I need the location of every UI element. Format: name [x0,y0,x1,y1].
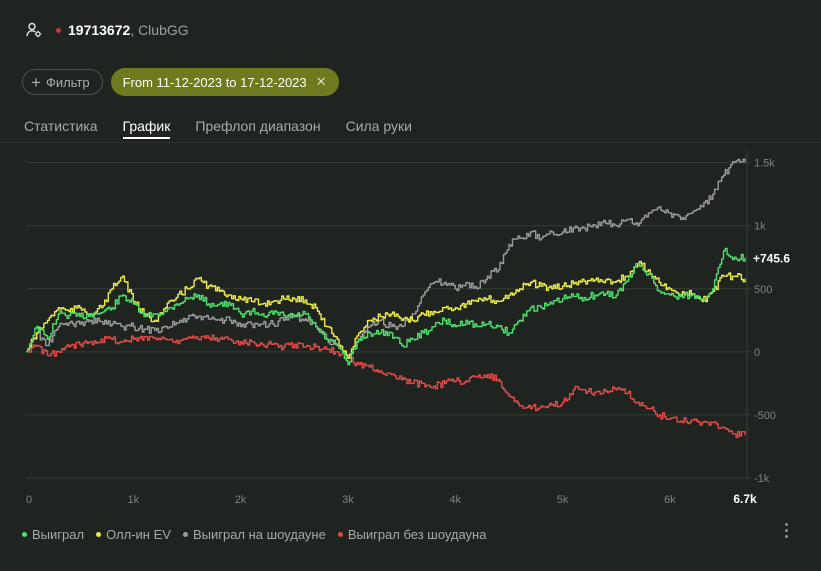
tab-graph[interactable]: График [122,118,171,139]
legend-dot [22,532,27,537]
filter-bar: + Фильтр From 11-12-2023 to 17-12-2023 ✕ [22,68,339,96]
tab-statistics[interactable]: Статистика [24,118,98,134]
player-id[interactable]: 19713672 [68,22,131,38]
legend-item-allin-ev[interactable]: Олл-ин EV [96,527,171,542]
y-tick-label: 0 [754,347,760,359]
y-tick-label: 1.5k [754,158,775,170]
x-tick-label: 6k [664,494,676,506]
y-tick-label: -500 [754,410,776,422]
y-tick-label: -1k [754,473,770,485]
tab-hand-strength[interactable]: Сила руки [345,118,412,134]
status-dot [56,27,61,33]
tab-bar: Статистика График Префлоп диапазон Сила … [24,118,437,139]
end-value-label: +745.6 [753,252,790,266]
x-tick-label: 0 [26,494,32,506]
date-range-chip[interactable]: From 11-12-2023 to 17-12-2023 ✕ [110,68,339,96]
y-tick-label: 500 [754,284,772,296]
legend-item-non-showdown[interactable]: Выиграл без шоудауна [337,527,487,542]
date-range-label: From 11-12-2023 to 17-12-2023 [122,74,307,90]
legend-dot [337,532,343,537]
legend-item-showdown[interactable]: Выиграл на шоудауне [182,527,326,542]
legend-label: Выиграл без шоудауна [347,527,487,542]
x-tick-label: 3k [342,494,354,506]
x-tick-label: 6.7k [733,492,757,506]
legend-dot [96,532,102,537]
series-line [26,260,746,359]
series-line [26,158,746,359]
legend-dot [182,532,188,537]
series-line [26,334,746,439]
legend-label: Выиграл на шоудауне [192,527,326,542]
plus-icon: + [31,72,41,92]
x-tick-label: 2k [235,494,247,506]
player-header: 19713672 , ClubGG [26,22,189,38]
legend-item-won[interactable]: Выиграл [22,527,84,542]
y-tick-label: 1k [754,221,766,233]
x-tick-label: 4k [449,494,461,506]
more-options-icon[interactable] [783,523,789,541]
room-name: , ClubGG [130,22,189,38]
tab-preflop-range[interactable]: Префлоп диапазон [195,118,321,134]
series-line [26,247,746,366]
close-icon[interactable]: ✕ [315,74,327,89]
legend-label: Олл-ин EV [106,527,171,542]
x-tick-label: 5k [557,494,569,506]
chart-legend: Выиграл Олл-ин EV Выиграл на шоудауне Вы… [22,527,498,542]
add-filter-button[interactable]: + Фильтр [22,69,103,95]
tab-divider [0,142,821,143]
filter-label: Фильтр [45,74,90,90]
user-settings-icon[interactable] [26,22,42,38]
legend-label: Выиграл [32,527,85,542]
x-tick-label: 1k [128,494,140,506]
